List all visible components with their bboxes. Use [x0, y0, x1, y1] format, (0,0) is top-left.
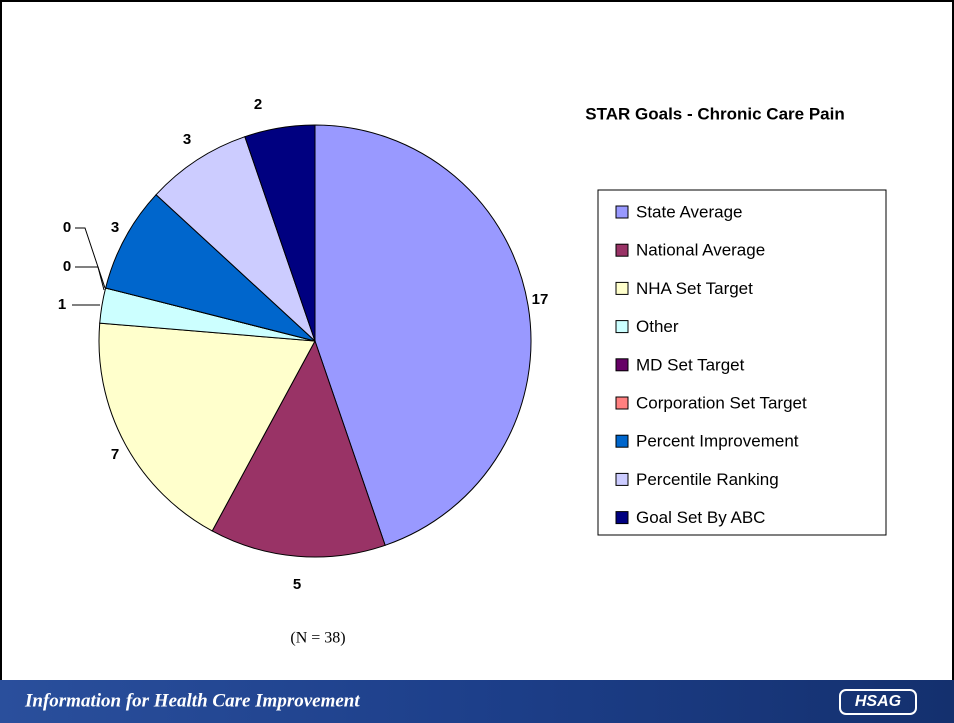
data-label: 5 — [293, 576, 301, 593]
legend-swatch — [615, 243, 629, 257]
legend-label: NHA Set Target — [636, 279, 753, 298]
legend-swatch — [615, 281, 629, 295]
pie-slice — [211, 339, 386, 558]
pie-slice — [105, 194, 316, 342]
footer-logo: HSAG — [855, 693, 901, 710]
legend-label: National Average — [636, 241, 765, 260]
data-label: 3 — [111, 219, 119, 236]
logo-box — [839, 689, 917, 715]
legend-swatch — [615, 472, 629, 486]
footer-banner — [0, 680, 954, 723]
pie-slice — [98, 322, 316, 532]
leader-line — [75, 227, 106, 289]
legend-swatch — [615, 358, 629, 372]
legend-label: Goal Set By ABC — [636, 508, 765, 527]
data-label: 0 — [63, 258, 71, 275]
data-label: 0 — [63, 219, 71, 236]
legend-swatch — [615, 511, 629, 525]
footer-tagline: Information for Health Care Improvement — [24, 690, 360, 711]
data-label: 17 — [532, 291, 549, 308]
data-label: 1 — [58, 296, 66, 313]
legend-label: State Average — [636, 202, 743, 221]
legend-swatch — [615, 396, 629, 410]
legend-label: MD Set Target — [636, 355, 745, 374]
legend-label: Percentile Ranking — [636, 470, 779, 489]
chart-note: (N = 38) — [290, 630, 345, 647]
pie-slice — [244, 124, 316, 342]
pie-slice — [155, 136, 316, 342]
data-label: 2 — [254, 96, 262, 113]
legend-box — [597, 189, 887, 536]
legend-swatch — [615, 205, 629, 219]
data-label: 3 — [183, 131, 191, 148]
data-label: 7 — [111, 446, 119, 463]
pie-slice — [314, 124, 532, 546]
legend-label: Corporation Set Target — [636, 393, 807, 412]
legend-swatch — [615, 434, 629, 448]
legend-swatch — [615, 320, 629, 334]
legend-label: Percent Improvement — [636, 432, 799, 451]
legend-label: Other — [636, 317, 679, 336]
chart-title: STAR Goals - Chronic Care Pain — [585, 104, 844, 123]
